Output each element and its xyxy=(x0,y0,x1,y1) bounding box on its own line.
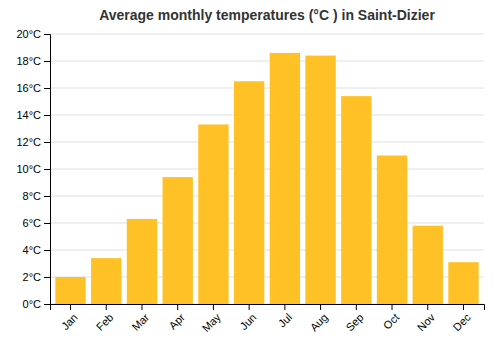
tick-label: Dec xyxy=(450,311,473,334)
tick-mark xyxy=(177,304,178,310)
tick-label: 4°C xyxy=(23,244,42,256)
tick-mark xyxy=(44,169,50,170)
tick-label: 12°C xyxy=(16,136,41,148)
grid-line xyxy=(50,61,484,62)
bar xyxy=(270,53,300,304)
grid-line xyxy=(50,169,484,170)
tick-label: Jul xyxy=(276,311,294,329)
tick-mark xyxy=(44,61,50,62)
tick-mark xyxy=(213,304,214,310)
tick-mark xyxy=(249,304,250,310)
bar xyxy=(305,56,335,304)
bar xyxy=(127,219,157,304)
tick-mark xyxy=(44,142,50,143)
tick-label: Mar xyxy=(129,311,151,333)
tick-label: Apr xyxy=(166,311,187,332)
tick-label: 10°C xyxy=(16,163,41,175)
title: Average monthly temperatures (°C ) in Sa… xyxy=(99,7,435,23)
grid-line xyxy=(50,88,484,89)
tick-label: 18°C xyxy=(16,55,41,67)
tick-mark xyxy=(44,304,50,305)
tick: 8°C xyxy=(23,190,50,202)
tick: Dec xyxy=(450,304,473,333)
tick-mark xyxy=(44,277,50,278)
tick-label: Sep xyxy=(343,311,365,333)
tick: Oct xyxy=(381,304,402,332)
tick-label: Jan xyxy=(59,311,80,332)
grid-line xyxy=(50,142,484,143)
tick-mark xyxy=(284,304,285,310)
grid-line xyxy=(50,196,484,197)
x-axis: Jan Feb Mar Apr May Jun Jul Aug Sep Oct Nov Dec xyxy=(51,304,485,334)
axis-line xyxy=(51,305,485,311)
bar xyxy=(341,96,371,304)
tick: Jan xyxy=(59,304,80,332)
tick-label: Oct xyxy=(381,311,402,332)
tick-mark xyxy=(141,304,142,310)
bar xyxy=(198,124,228,304)
tick-mark xyxy=(427,304,428,310)
tick-mark xyxy=(356,304,357,310)
tick-label: 8°C xyxy=(23,190,42,202)
tick-label: 6°C xyxy=(23,217,42,229)
tick: Feb xyxy=(94,304,116,333)
tick-label: May xyxy=(200,311,224,335)
bar xyxy=(91,258,121,304)
tick-mark xyxy=(44,223,50,224)
tick: 16°C xyxy=(16,82,50,94)
tick: 4°C xyxy=(23,244,50,256)
tick-label: 20°C xyxy=(16,28,41,40)
tick-mark xyxy=(44,250,50,251)
tick-label: Feb xyxy=(94,311,116,333)
bar xyxy=(55,277,85,304)
tick: 0°C xyxy=(23,298,50,310)
tick: Sep xyxy=(343,304,365,333)
chart-svg: 0°C 2°C 4°C 6°C 8°C 10°C 12°C 14°C 16°C 18°C 20°C J… xyxy=(0,0,500,350)
tick: 2°C xyxy=(23,271,50,283)
tick-label: Nov xyxy=(415,311,438,334)
tick: 14°C xyxy=(16,109,50,121)
tick-label: Aug xyxy=(308,311,330,333)
tick-mark xyxy=(44,196,50,197)
grid-line xyxy=(50,115,484,116)
tick-mark xyxy=(70,304,71,310)
plot-area: 0°C 2°C 4°C 6°C 8°C 10°C 12°C 14°C 16°C 18°C 20°C J… xyxy=(16,28,484,334)
grid-line xyxy=(50,223,484,224)
tick-mark xyxy=(44,88,50,89)
grid xyxy=(50,34,484,304)
tick: 6°C xyxy=(23,217,50,229)
tick-label: 16°C xyxy=(16,82,41,94)
bar xyxy=(163,177,193,304)
tick-label: 0°C xyxy=(23,298,42,310)
tick-mark xyxy=(392,304,393,310)
bar xyxy=(377,156,407,305)
marks xyxy=(55,53,478,304)
bar xyxy=(413,226,443,304)
tick-mark xyxy=(320,304,321,310)
tick-label: 2°C xyxy=(23,271,42,283)
tick-mark xyxy=(44,34,50,35)
tick-label: 14°C xyxy=(16,109,41,121)
tick-mark xyxy=(463,304,464,310)
tick: Aug xyxy=(308,304,330,333)
tick: Apr xyxy=(166,304,187,332)
tick: Jun xyxy=(237,304,258,332)
tick: 12°C xyxy=(16,136,50,148)
y-axis: 0°C 2°C 4°C 6°C 8°C 10°C 12°C 14°C 16°C 18°C 20°C xyxy=(16,28,50,310)
grid-line xyxy=(50,34,484,35)
tick: 20°C xyxy=(16,28,50,40)
tick: 10°C xyxy=(16,163,50,175)
tick: Jul xyxy=(276,304,294,330)
tick: May xyxy=(200,304,224,334)
axis-line xyxy=(44,35,51,305)
bar xyxy=(234,81,264,304)
chart-container: 0°C 2°C 4°C 6°C 8°C 10°C 12°C 14°C 16°C 18°C 20°C J… xyxy=(0,0,500,350)
tick: 18°C xyxy=(16,55,50,67)
tick-label: Jun xyxy=(237,311,258,332)
tick: Nov xyxy=(415,304,438,333)
tick-mark xyxy=(44,115,50,116)
tick-mark xyxy=(106,304,107,310)
bar xyxy=(448,262,478,304)
tick: Mar xyxy=(129,304,151,333)
